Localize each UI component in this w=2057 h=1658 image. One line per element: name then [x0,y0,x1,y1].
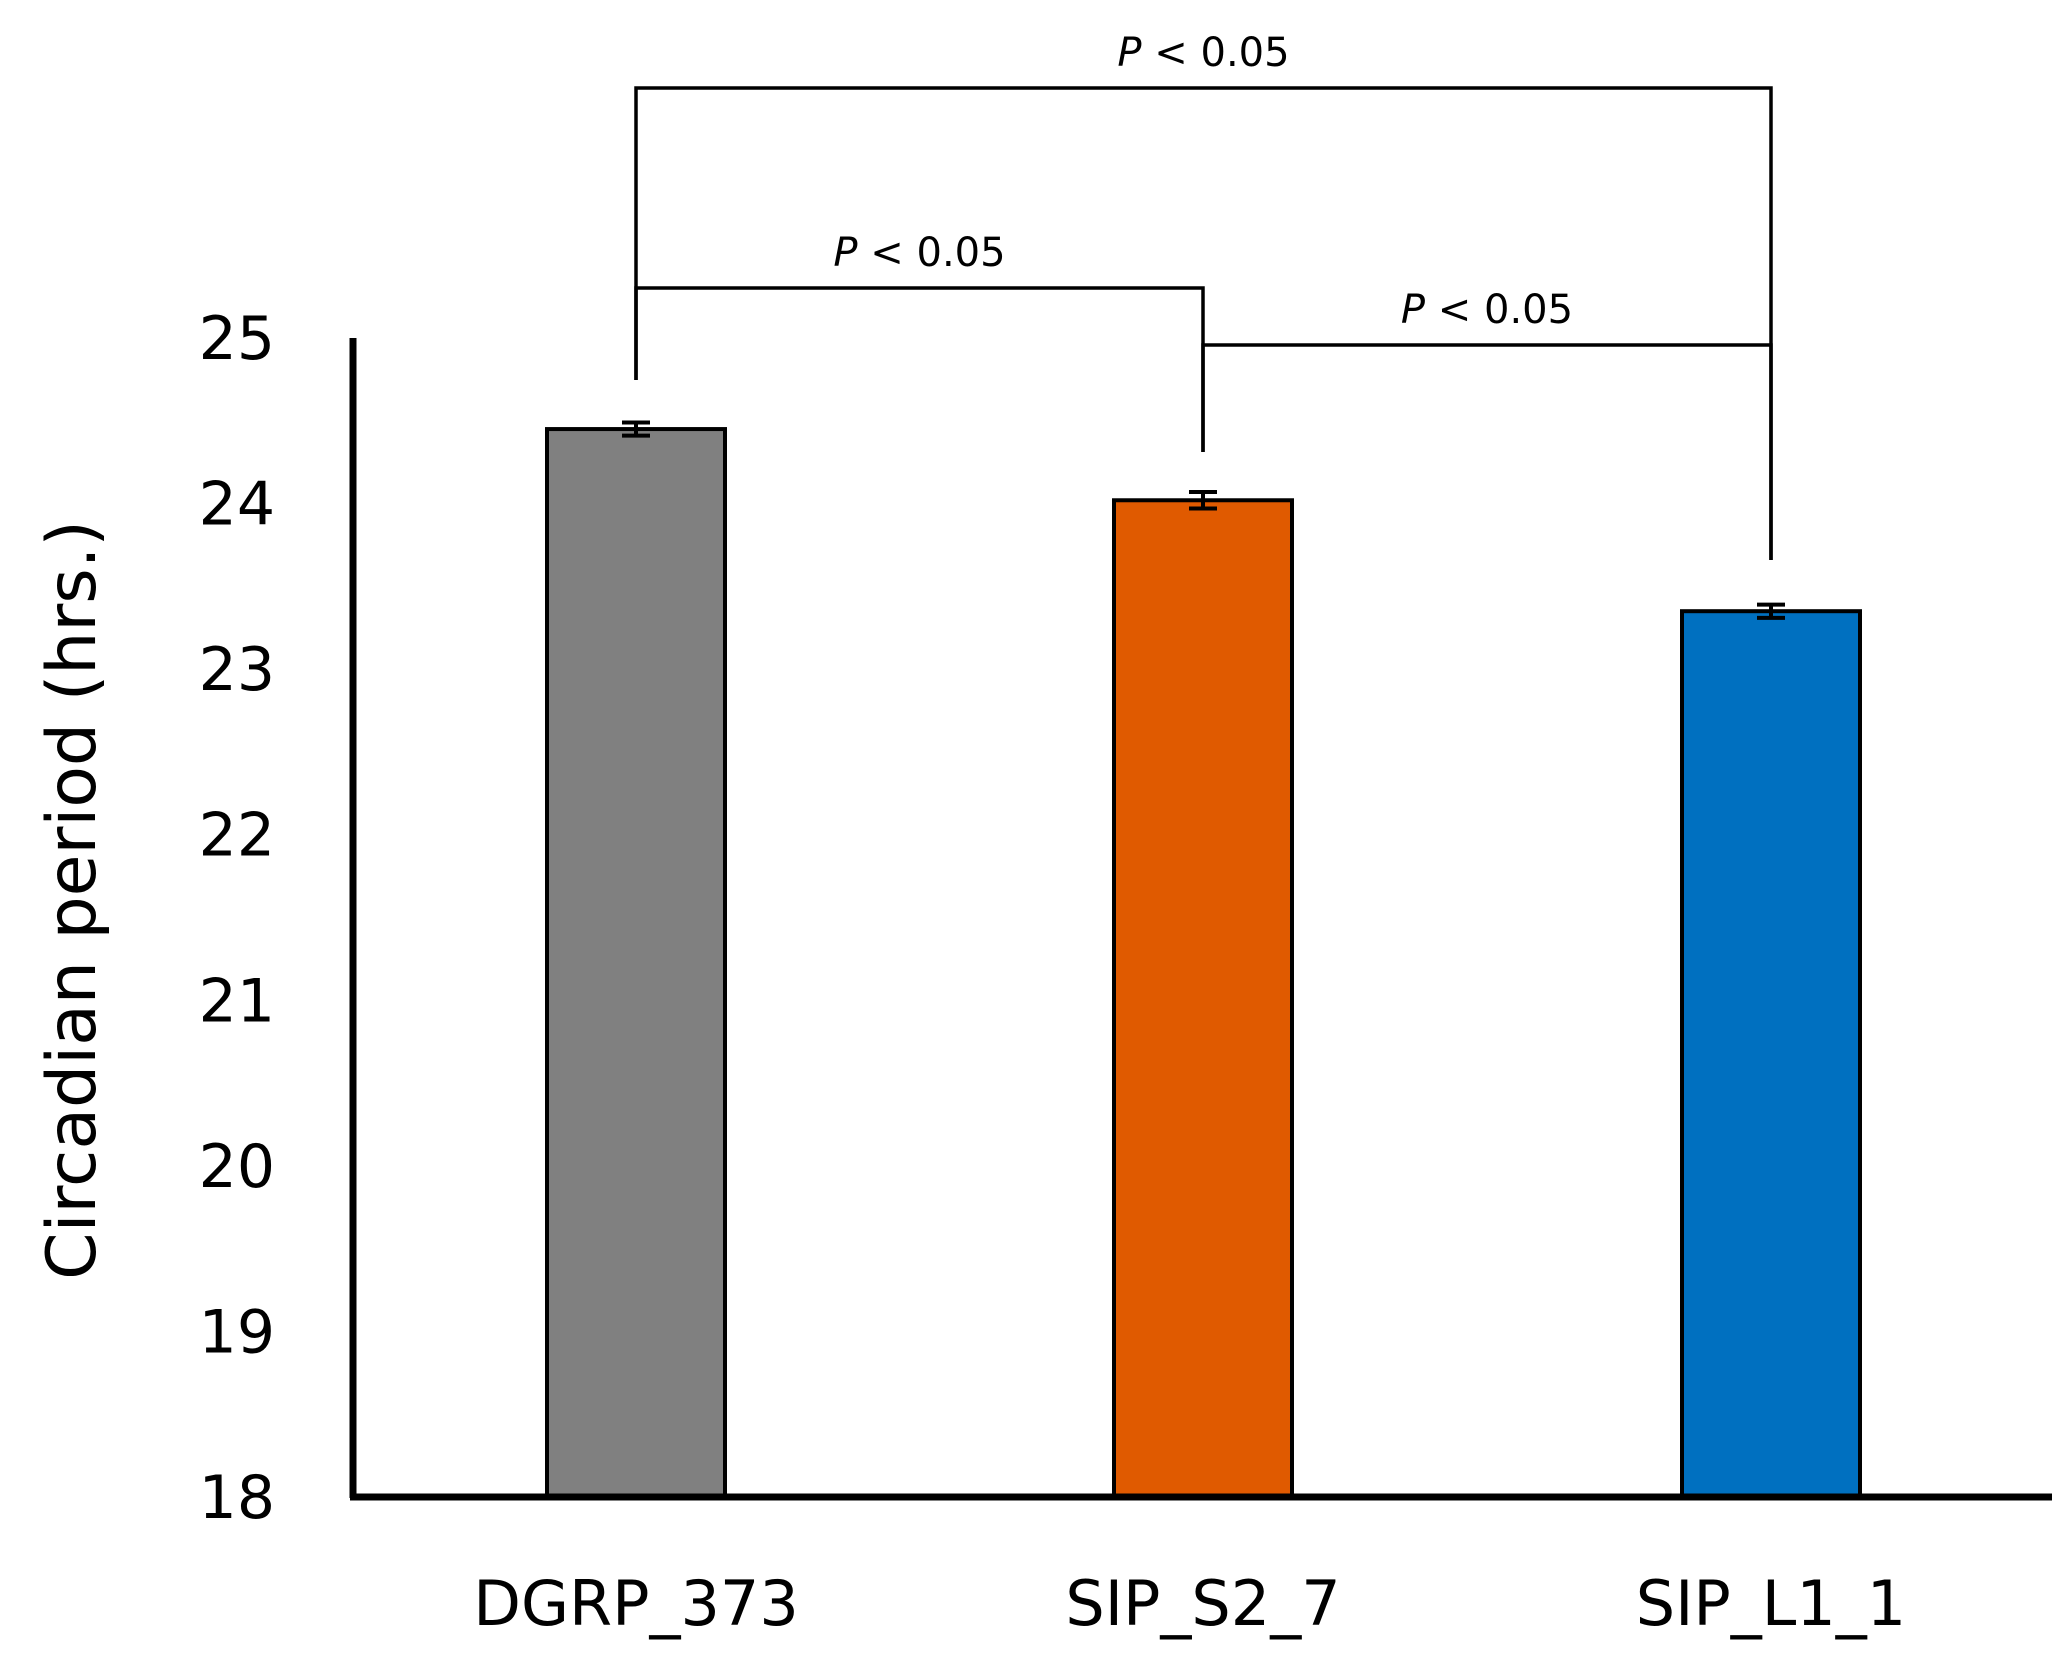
x-tick-label: DGRP_373 [473,1567,799,1640]
y-tick-label: 24 [199,470,275,540]
y-tick-label: 18 [199,1463,275,1533]
y-axis-label: Circadian period (hrs.) [33,520,112,1280]
y-tick-labels: 18 19 20 21 22 23 24 25 [199,304,275,1533]
bar-sip-l1-1 [1680,609,1862,1499]
error-bars [622,420,1785,620]
error-bar [622,420,650,438]
significance-bracket: P < 0.05 [634,30,1773,560]
significance-brackets: P < 0.05 P < 0.05 P < 0.05 [634,30,1773,560]
y-tick-label: 22 [199,801,275,871]
y-tick-label: 25 [199,304,275,374]
bar-sip-s2-7 [1112,498,1294,1499]
y-tick-label: 19 [199,1297,275,1367]
x-tick-label: SIP_S2_7 [1065,1567,1340,1640]
significance-bracket: P < 0.05 [1201,287,1773,560]
error-bar [1189,489,1217,511]
p-value-label: P < 0.05 [1117,30,1289,76]
y-tick-label: 21 [199,966,275,1036]
category-labels: DGRP_373 SIP_S2_7 SIP_L1_1 [473,1567,1906,1640]
x-tick-label: SIP_L1_1 [1636,1567,1906,1640]
bar-dgrp-373 [545,427,727,1499]
bars [545,427,1862,1499]
y-tick-label: 20 [199,1132,275,1202]
error-bar [1757,602,1785,620]
y-tick-label: 23 [199,635,275,705]
p-value-label: P < 0.05 [833,230,1005,276]
significance-bracket: P < 0.05 [634,230,1205,452]
p-value-label: P < 0.05 [1401,287,1573,333]
